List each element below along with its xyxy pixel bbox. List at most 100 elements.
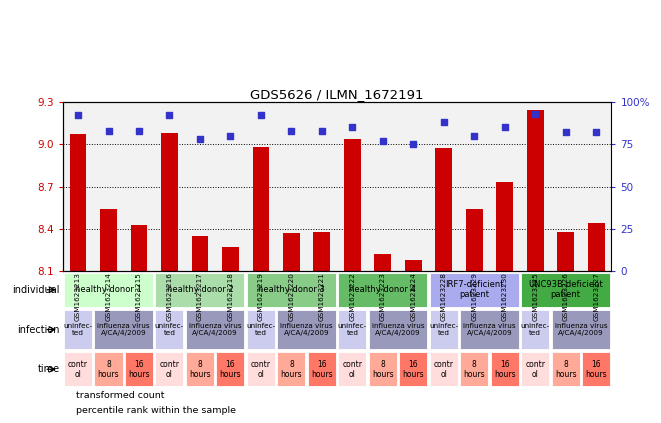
Bar [192, 236, 208, 271]
Text: influenza virus
A/CA/4/2009: influenza virus A/CA/4/2009 [555, 323, 607, 336]
Bar [436, 148, 452, 271]
Bar [247, 273, 336, 307]
Text: 16
hours: 16 hours [586, 360, 607, 379]
Bar [551, 102, 581, 271]
Bar [124, 102, 154, 271]
Bar [522, 352, 549, 386]
Bar [369, 352, 397, 386]
Bar [154, 102, 184, 271]
Bar [466, 209, 483, 271]
Point [469, 132, 480, 139]
Text: 16
hours: 16 hours [219, 360, 241, 379]
Point [317, 127, 327, 134]
Text: uninfec-
ted: uninfec- ted [155, 323, 184, 336]
Bar [131, 225, 147, 271]
Text: contr
ol: contr ol [434, 360, 454, 379]
Bar [246, 102, 276, 271]
Point [561, 129, 571, 136]
Bar [428, 102, 459, 271]
Point [530, 110, 541, 117]
Point [256, 112, 266, 119]
Bar [459, 102, 490, 271]
Text: influenza virus
A/CA/4/2009: influenza virus A/CA/4/2009 [189, 323, 241, 336]
Bar [527, 110, 543, 271]
Bar [588, 223, 605, 271]
Bar [63, 102, 93, 271]
Point [347, 124, 358, 131]
Bar [155, 310, 184, 349]
Bar [247, 352, 275, 386]
Text: percentile rank within the sample: percentile rank within the sample [76, 406, 236, 415]
Bar [64, 310, 92, 349]
Bar [337, 102, 368, 271]
Bar [338, 352, 366, 386]
Bar [430, 273, 519, 307]
Bar [398, 102, 428, 271]
Bar [155, 273, 245, 307]
Bar [283, 233, 300, 271]
Bar [278, 310, 336, 349]
Bar [69, 135, 87, 271]
Point [225, 132, 236, 139]
Text: 8
hours: 8 hours [372, 360, 394, 379]
Point [134, 127, 144, 134]
Text: contr
ol: contr ol [342, 360, 362, 379]
Text: transformed count: transformed count [76, 390, 165, 400]
Bar [430, 310, 458, 349]
Text: time: time [38, 364, 59, 374]
Bar [520, 102, 551, 271]
Bar [496, 182, 513, 271]
Bar [430, 352, 458, 386]
Bar [338, 310, 366, 349]
Bar [64, 395, 71, 396]
Text: uninfec-
ted: uninfec- ted [521, 323, 550, 336]
Point [286, 127, 297, 134]
Point [500, 124, 510, 131]
Bar [399, 352, 427, 386]
Text: healthy donor 4: healthy donor 4 [350, 285, 416, 294]
Text: 8
hours: 8 hours [189, 360, 211, 379]
Text: 8
hours: 8 hours [280, 360, 302, 379]
Bar [95, 310, 153, 349]
Text: 16
hours: 16 hours [403, 360, 424, 379]
Point [103, 127, 114, 134]
Bar [186, 352, 214, 386]
Text: influenza virus
A/CA/4/2009: influenza virus A/CA/4/2009 [371, 323, 424, 336]
Bar [374, 254, 391, 271]
Bar [161, 133, 178, 271]
Bar [557, 232, 574, 271]
Bar [460, 352, 488, 386]
Bar [490, 102, 520, 271]
Point [164, 112, 175, 119]
Point [591, 129, 602, 136]
Text: individual: individual [12, 285, 59, 295]
Bar [216, 352, 245, 386]
Text: 16
hours: 16 hours [128, 360, 150, 379]
Bar [95, 352, 122, 386]
Text: contr
ol: contr ol [159, 360, 180, 379]
Point [73, 112, 83, 119]
Bar [222, 247, 239, 271]
Title: GDS5626 / ILMN_1672191: GDS5626 / ILMN_1672191 [251, 88, 424, 101]
Bar [344, 139, 361, 271]
Text: uninfec-
ted: uninfec- ted [338, 323, 367, 336]
Bar [552, 352, 580, 386]
Text: 8
hours: 8 hours [555, 360, 576, 379]
Bar [276, 102, 307, 271]
Bar [307, 102, 337, 271]
Bar [368, 102, 398, 271]
Text: influenza virus
A/CA/4/2009: influenza virus A/CA/4/2009 [463, 323, 516, 336]
Text: healthy donor 3: healthy donor 3 [258, 285, 325, 294]
Text: IRF7-deficient
patient: IRF7-deficient patient [445, 280, 504, 299]
Text: healthy donor 2: healthy donor 2 [167, 285, 233, 294]
Bar [338, 273, 427, 307]
Bar [253, 147, 269, 271]
Bar [64, 352, 92, 386]
Bar [125, 352, 153, 386]
Bar [313, 232, 330, 271]
Point [438, 119, 449, 126]
Bar [369, 310, 427, 349]
Bar [490, 352, 519, 386]
Text: contr
ol: contr ol [525, 360, 545, 379]
Point [195, 136, 206, 143]
